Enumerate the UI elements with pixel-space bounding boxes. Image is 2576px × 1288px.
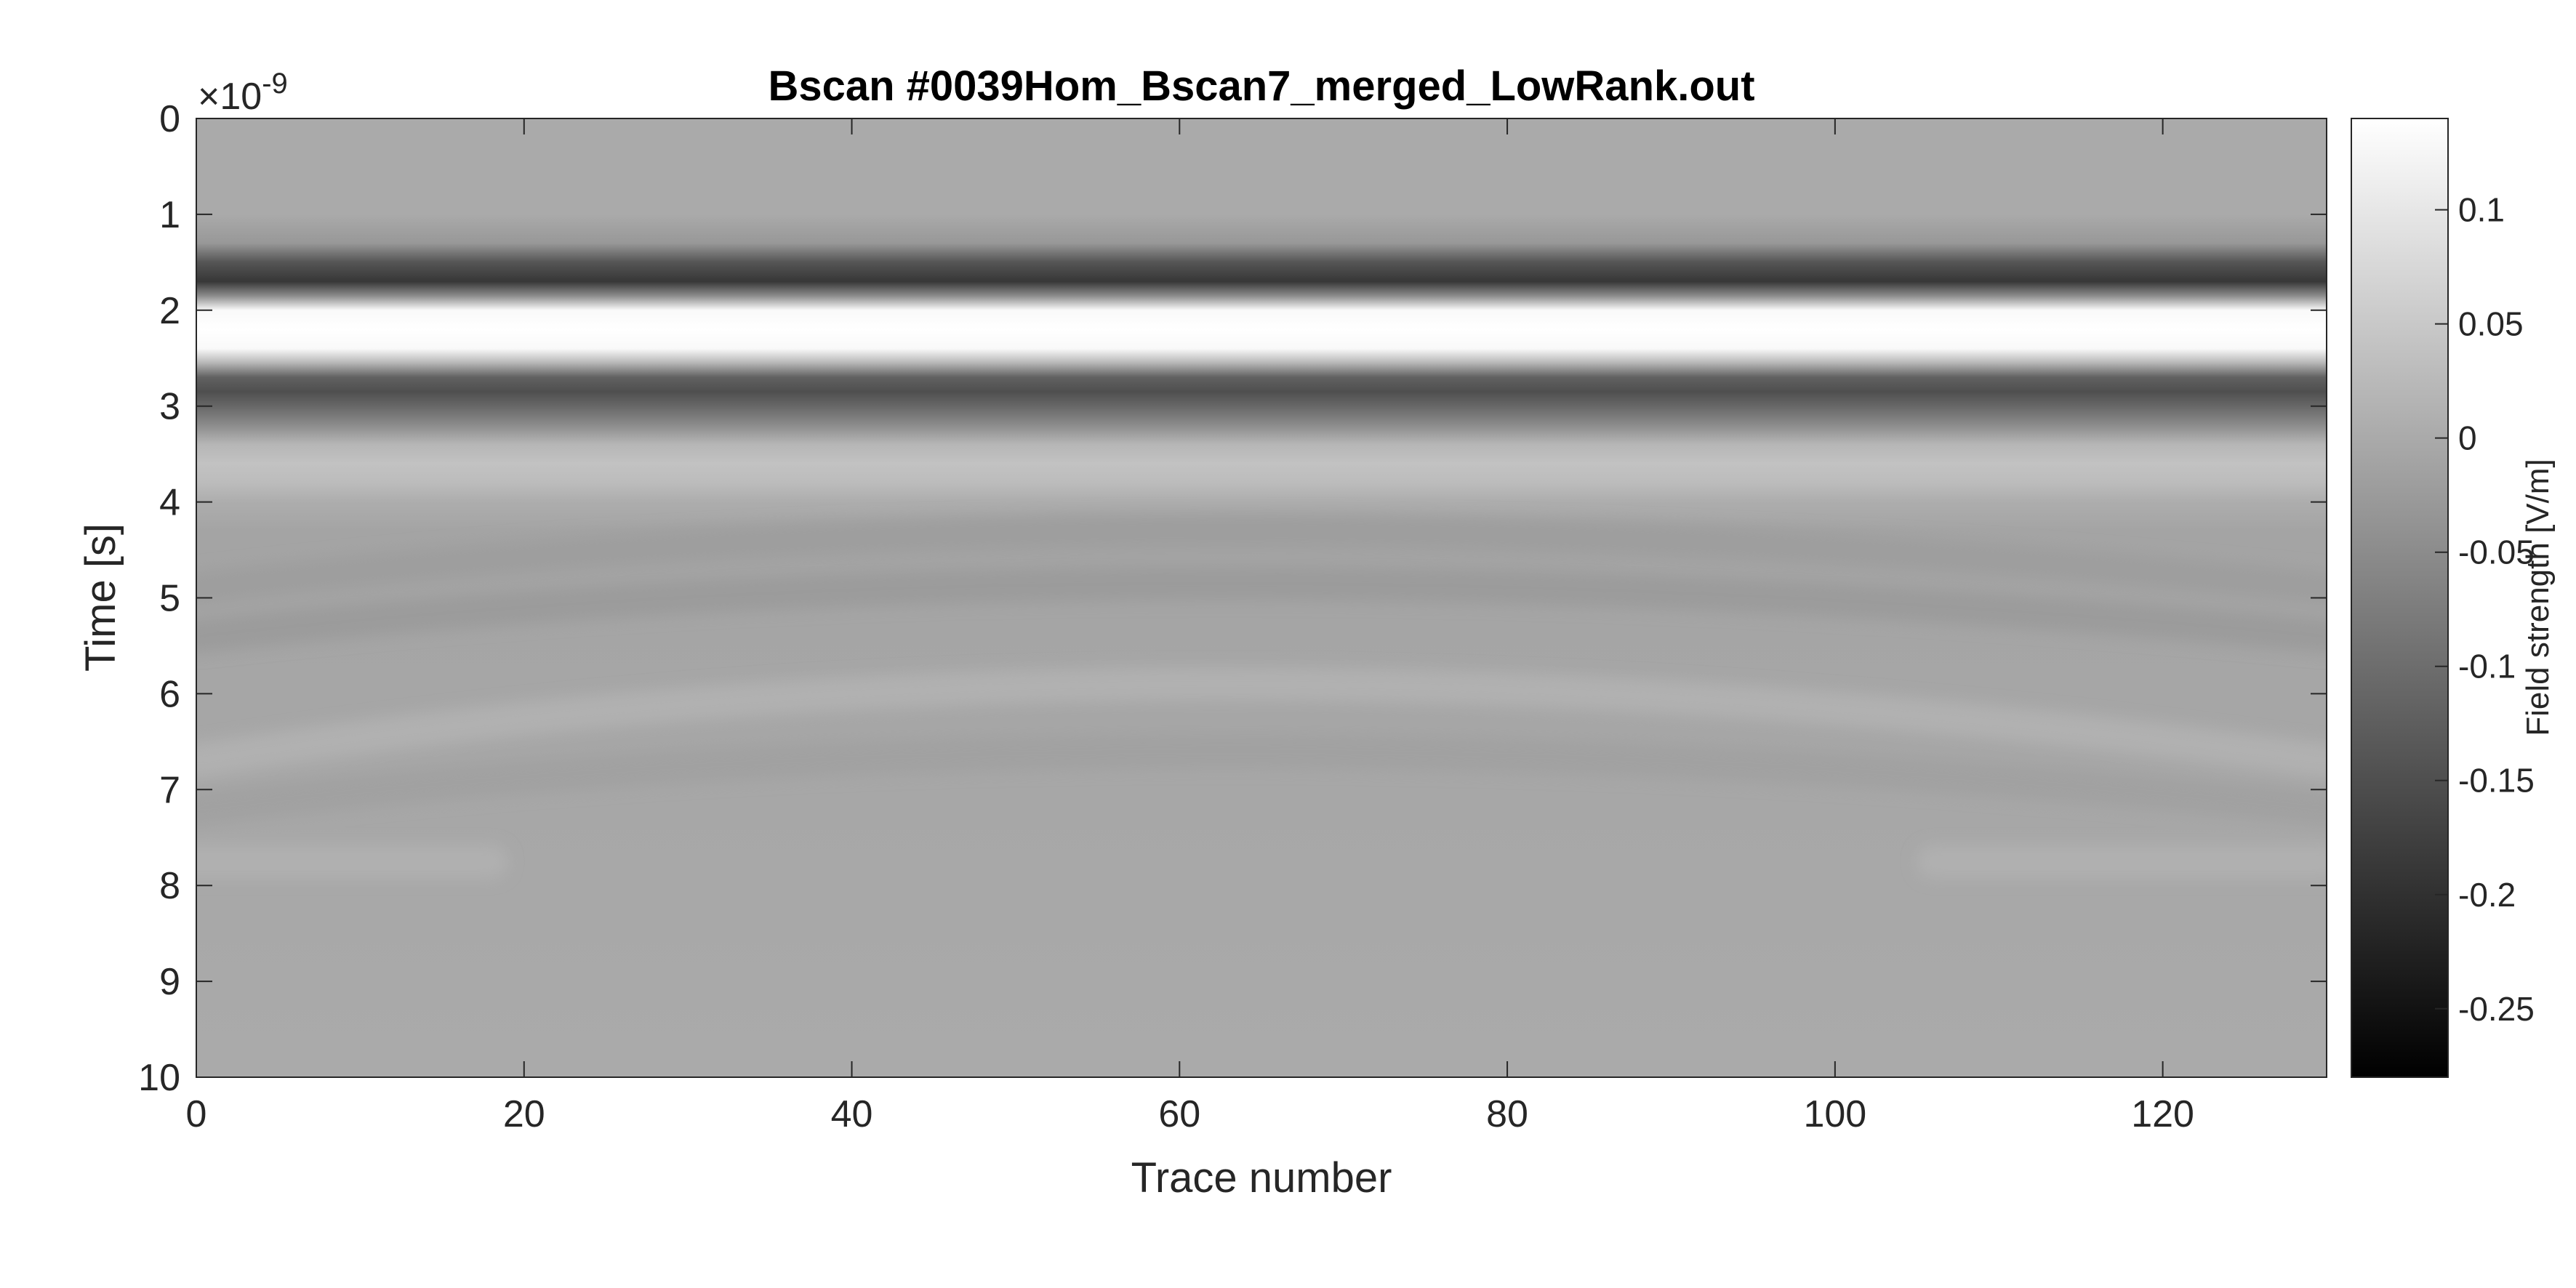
x-tick-label: 120 (2131, 1093, 2194, 1135)
y-tick-label: 5 (159, 578, 180, 620)
colorbar-tick-label: 0 (2458, 419, 2477, 457)
x-tick-label: 100 (1803, 1093, 1866, 1135)
plot-area (196, 118, 2327, 1078)
y-exponent-label: ×10-9 (198, 68, 288, 118)
y-tick-label: 9 (159, 961, 180, 1003)
colorbar: 0.1 0.05 0 -0.05 -0.1 -0.15 -0.2 -0.25 Field st… (2351, 118, 2556, 1078)
x-tick-label: 20 (503, 1093, 545, 1135)
colorbar-tick-label: -0.1 (2458, 648, 2516, 685)
y-axis-label: Time [s] (77, 523, 124, 672)
y-tick-label: 8 (159, 865, 180, 907)
colorbar-tick-label: 0.1 (2458, 191, 2505, 229)
colorbar-ticks: 0.1 0.05 0 -0.05 -0.1 -0.15 -0.2 -0.25 (2435, 191, 2535, 1028)
colorbar-tick-label: -0.05 (2458, 534, 2535, 571)
y-axis: 0 1 2 3 4 5 6 7 8 9 10 (138, 98, 2327, 1099)
x-tick-label: 40 (831, 1093, 873, 1135)
y-tick-label: 2 (159, 290, 180, 332)
x-axis: 0 20 40 60 80 100 120 (186, 118, 2194, 1135)
colorbar-label: Field strength [V/m] (2520, 459, 2556, 736)
y-tick-label: 3 (159, 386, 180, 428)
reflection-band (196, 566, 2327, 653)
x-axis-label: Trace number (1131, 1154, 1392, 1202)
reflection-band (196, 734, 2327, 826)
x-tick-label: 80 (1486, 1093, 1528, 1135)
reflection-band (196, 514, 2327, 605)
colorbar-tick-label: 0.05 (2458, 305, 2524, 343)
colorbar-frame (2351, 118, 2449, 1078)
y-tick-label: 10 (138, 1057, 180, 1099)
x-tick-label: 60 (1158, 1093, 1200, 1135)
colorbar-tick-label: -0.15 (2458, 762, 2535, 800)
colorbar-tick-label: -0.2 (2458, 876, 2516, 914)
y-tick-label: 0 (159, 98, 180, 140)
reflection-layer (196, 514, 2327, 879)
y-tick-label: 4 (159, 482, 180, 524)
x-tick-label: 0 (186, 1093, 207, 1135)
colorbar-tick-label: -0.25 (2458, 990, 2535, 1028)
reflection-band (196, 667, 2327, 778)
colorbar-ramp (2351, 118, 2448, 1077)
y-tick-label: 7 (159, 769, 180, 811)
y-tick-label: 6 (159, 673, 180, 715)
y-tick-label: 1 (159, 194, 180, 236)
chart-title: Bscan #0039Hom_Bscan7_merged_LowRank.out (768, 63, 1754, 110)
